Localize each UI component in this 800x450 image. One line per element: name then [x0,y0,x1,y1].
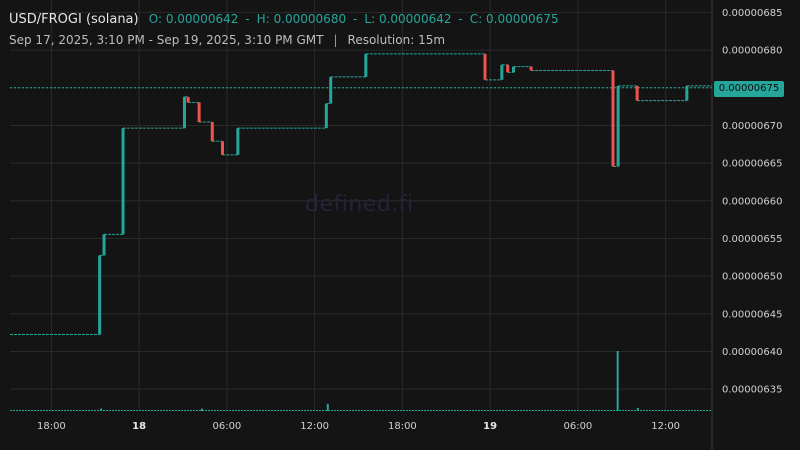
last-price-badge: 0.00000675 [714,81,784,97]
price-candle [329,76,333,104]
y-tick-label: 0.00000685 [722,8,782,19]
price-candle [324,103,328,129]
price-candle [186,96,190,103]
volume-bar [201,408,204,411]
price-candle [529,66,533,71]
y-tick-label: 0.00000680 [722,46,782,57]
x-tick-label: 18:00 [37,421,66,432]
y-tick-label: 0.00000655 [722,234,782,245]
ohlc-high-value: 0.00000680 [273,12,347,26]
ohlc-low: L: 0.00000642 [364,12,452,26]
volume-bar [616,351,619,411]
price-candle [182,96,186,129]
ohlc-open-label: O [148,12,158,26]
volume-bar [636,408,639,411]
ohlc-low-label: L [364,12,372,26]
resolution-label: Resolution: 15m [347,33,446,47]
volume-bar [100,408,103,411]
ohlc-close: C: 0.00000675 [469,12,559,26]
price-candle [506,64,510,73]
axes: 0.00000685 0.00000680 0.00000675 0.00000670… [37,0,782,450]
ohlc-low-value: 0.00000642 [378,12,452,26]
price-candle [210,122,214,142]
ohlc-open: O: 0.00000642 [148,12,239,26]
price-candle [635,85,639,101]
y-tick-label: 0.00000665 [722,159,782,170]
price-candle [121,128,125,235]
pair-title: USD/FROGI (solana) [9,12,139,27]
y-tick-label: 0.00000640 [722,347,782,358]
y-tick-label: 0.00000645 [722,309,782,320]
price-candle [102,234,106,256]
price-candle [685,85,689,101]
ohlc-close-label: C [469,12,479,26]
price-candle [616,85,620,167]
price-candle [98,255,102,335]
x-tick-label: 18 [132,421,146,432]
x-tick-label: 12:00 [651,421,680,432]
x-tick-label: 19 [483,421,497,432]
watermark-logo: defined.fi [305,192,414,217]
volume-bar [326,403,329,411]
price-candle [512,66,516,73]
price-candle [364,53,368,77]
ohlc-high: H: 0.00000680 [256,12,347,26]
price-candle [611,70,615,167]
grid [10,0,712,411]
price-candle [500,64,504,80]
chart-header: USD/FROGI (solana) O: 0.00000642 - H: 0.… [9,12,559,27]
ohlc-open-value: 0.00000642 [165,12,239,26]
price-candle [483,53,487,80]
y-tick-label: 0.00000635 [722,385,782,396]
x-tick-label: 06:00 [212,421,241,432]
price-candle [236,128,240,155]
price-series [10,53,712,336]
separator: | [333,33,338,47]
y-tick-label: 0.00000670 [722,121,782,132]
y-tick-label: 0.00000650 [722,272,782,283]
x-tick-label: 06:00 [563,421,592,432]
ohlc-high-label: H [256,12,266,26]
price-candle [221,141,225,155]
volume-bars [10,351,712,411]
x-tick-label: 12:00 [300,421,329,432]
date-range: Sep 17, 2025, 3:10 PM - Sep 19, 2025, 3:… [9,33,324,47]
y-tick-label: 0.00000660 [722,196,782,207]
chart-subheader: Sep 17, 2025, 3:10 PM - Sep 19, 2025, 3:… [9,33,445,47]
price-candle [197,102,201,123]
x-tick-label: 18:00 [388,421,417,432]
ohlc-close-value: 0.00000675 [486,12,559,26]
